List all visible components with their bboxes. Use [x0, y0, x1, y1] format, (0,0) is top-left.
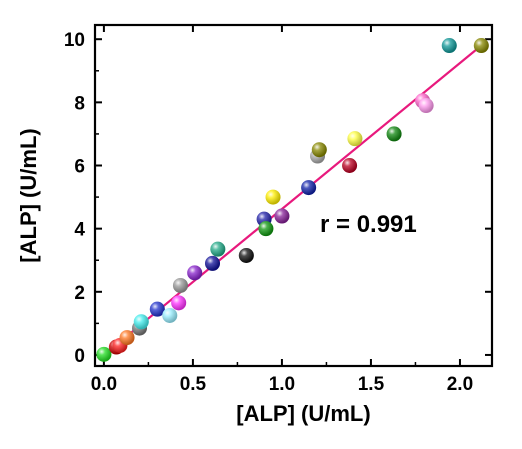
data-point: [162, 307, 178, 323]
data-point-shine: [204, 255, 220, 271]
data-point: [274, 208, 290, 224]
data-point: [210, 241, 226, 257]
data-point-shine: [171, 295, 187, 311]
data-point: [342, 158, 358, 174]
y-tick-label: 0: [74, 346, 85, 367]
data-point-shine: [172, 277, 188, 293]
y-tick-label: 10: [64, 30, 85, 51]
data-point: [301, 180, 317, 196]
data-point: [171, 295, 187, 311]
x-tick-label: 2.0: [447, 374, 473, 395]
y-tick-label: 6: [74, 157, 85, 178]
data-point-shine: [162, 307, 178, 323]
data-point-shine: [386, 126, 402, 142]
correlation-annotation: r = 0.991: [320, 211, 417, 238]
y-tick-label: 2: [74, 283, 85, 304]
x-tick-label: 1.5: [358, 374, 385, 395]
data-point-shine: [418, 98, 434, 114]
x-axis-title: [ALP] (U/mL): [236, 401, 370, 426]
data-point: [96, 346, 112, 362]
data-point-shine: [96, 346, 112, 362]
data-point-shine: [473, 38, 489, 54]
data-point: [265, 189, 281, 205]
data-point: [204, 255, 220, 271]
x-tick-label: 1.0: [269, 374, 295, 395]
data-points: [96, 38, 489, 362]
y-tick-label: 4: [74, 220, 85, 241]
data-point-shine: [187, 265, 203, 281]
data-point: [347, 131, 363, 147]
data-point: [119, 330, 135, 346]
data-point: [149, 301, 165, 317]
y-tick-label: 8: [74, 93, 85, 114]
x-tick-label: 0.5: [180, 374, 207, 395]
data-point: [473, 38, 489, 54]
data-point-shine: [342, 158, 358, 174]
data-point-shine: [265, 189, 281, 205]
x-tick-label: 0.0: [91, 374, 117, 395]
plot-frame: [93, 23, 494, 368]
data-point-shine: [347, 131, 363, 147]
data-point-shine: [258, 221, 274, 237]
data-point-shine: [441, 38, 457, 54]
y-axis-title: [ALP] (U/mL): [16, 128, 41, 262]
data-point: [386, 126, 402, 142]
data-point: [441, 38, 457, 54]
data-point: [187, 265, 203, 281]
plot-axes: [93, 23, 494, 368]
data-point: [172, 277, 188, 293]
data-point-shine: [311, 142, 327, 158]
data-point-shine: [210, 241, 226, 257]
data-point-shine: [149, 301, 165, 317]
data-point-shine: [301, 180, 317, 196]
data-point-shine: [119, 330, 135, 346]
data-point-shine: [238, 247, 254, 263]
data-point: [418, 98, 434, 114]
data-point: [258, 221, 274, 237]
data-point-shine: [274, 208, 290, 224]
data-point: [311, 142, 327, 158]
data-point-shine: [133, 314, 149, 330]
data-point: [238, 247, 254, 263]
data-point: [133, 314, 149, 330]
chart-labels: 0.0 0.5 1.0 1.5 2.0 0 2 4 6 8 10 [ALP] (U/mL) [ALP] …: [16, 30, 473, 426]
